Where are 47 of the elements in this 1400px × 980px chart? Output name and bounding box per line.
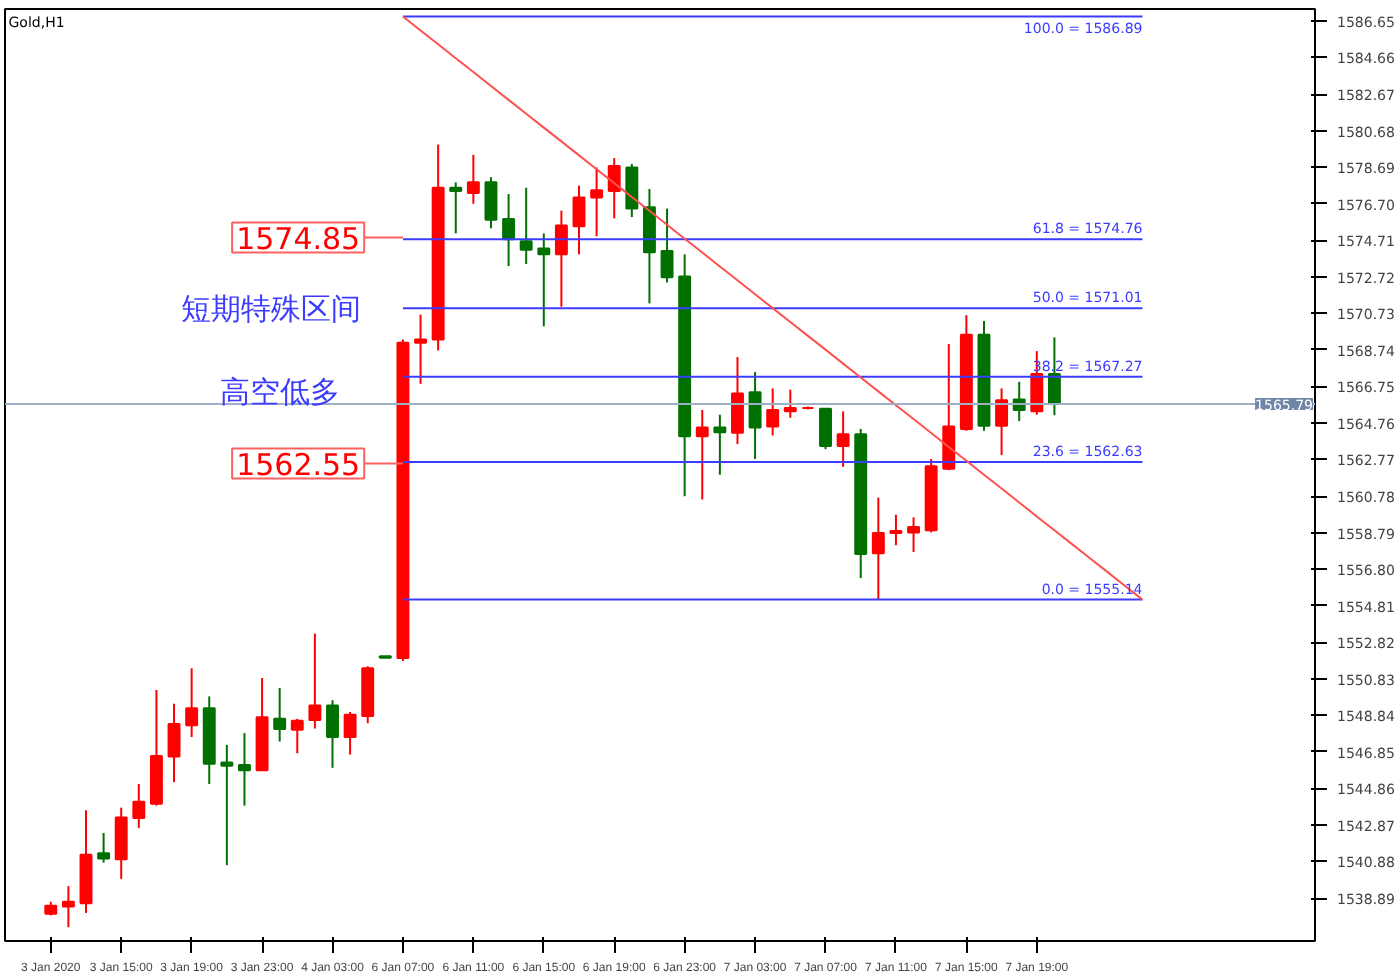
line-series — [401, 15, 1144, 601]
candlestick — [97, 832, 111, 864]
candlestick — [748, 371, 762, 460]
candlestick — [766, 387, 780, 437]
candlestick — [149, 688, 163, 807]
candlestick — [132, 782, 146, 829]
candlestick — [554, 209, 568, 308]
candlestick — [889, 513, 903, 547]
candlestick — [220, 743, 234, 867]
candlestick — [713, 413, 727, 476]
candlestick — [114, 806, 128, 880]
candlestick — [343, 710, 357, 756]
candlestick — [995, 387, 1009, 457]
candlestick — [836, 410, 850, 468]
candlestick — [537, 232, 551, 328]
candlestick — [449, 181, 463, 235]
candlestick — [308, 632, 322, 730]
candlestick — [625, 163, 639, 219]
candlestick — [290, 717, 304, 755]
candlestick — [414, 313, 427, 385]
candlestick — [361, 665, 375, 725]
annotation: 1562.55 — [236, 446, 361, 483]
candlestick — [660, 207, 674, 284]
candlestick — [871, 496, 885, 601]
candlestick — [519, 186, 533, 266]
candlestick — [185, 667, 199, 738]
candlestick — [167, 702, 181, 784]
candlestick — [783, 388, 797, 419]
candlestick — [502, 193, 516, 268]
candlestick — [607, 157, 621, 220]
candlestick — [907, 516, 921, 554]
candlestick — [590, 166, 604, 238]
annotation: 1574.85 — [236, 220, 361, 257]
candlestick — [695, 408, 709, 501]
candlestick — [273, 686, 287, 743]
candlestick — [942, 342, 956, 472]
candlestick — [484, 176, 498, 230]
annotation: 短期特殊区间 — [180, 291, 361, 328]
candlestick — [466, 153, 480, 205]
candlestick — [61, 885, 75, 929]
candlestick — [572, 184, 586, 256]
candlestick — [326, 699, 339, 769]
candlestick — [238, 732, 251, 807]
candlestick — [819, 407, 832, 451]
candlestick — [731, 356, 744, 446]
candlestick — [642, 187, 656, 305]
annotation: 高空低多 — [219, 374, 340, 411]
